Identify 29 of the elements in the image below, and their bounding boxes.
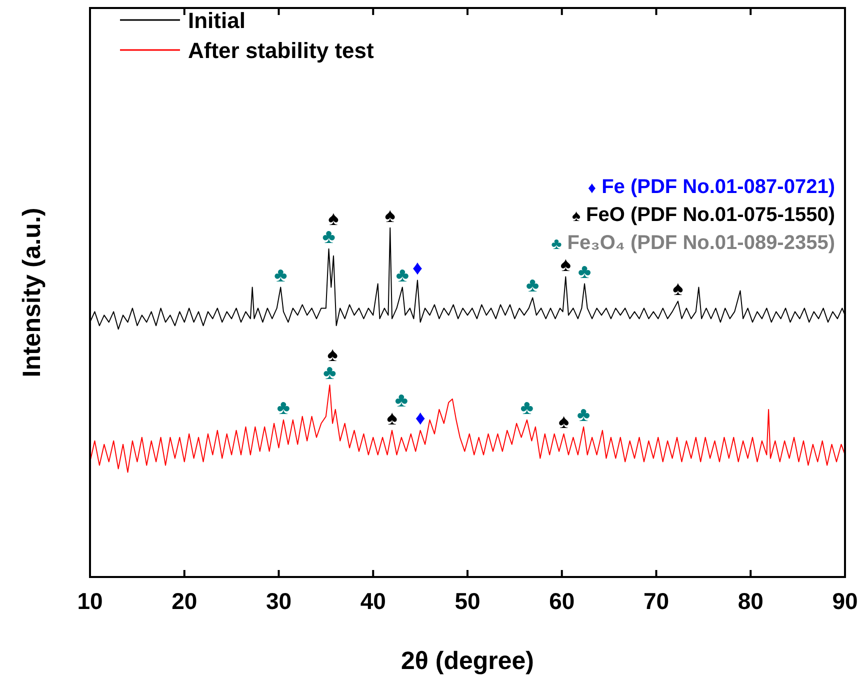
x-tick-label: 50: [454, 588, 480, 614]
annotation: ♦: [415, 407, 426, 430]
annotation: ♣: [396, 264, 409, 286]
legend-label: Initial: [188, 8, 246, 33]
annotation: ♣: [578, 260, 592, 283]
x-tick-label: 10: [77, 588, 103, 614]
x-tick-label: 30: [266, 588, 292, 614]
annotation: ♣: [274, 264, 288, 286]
annotation: ♠: [384, 204, 396, 227]
x-tick-label: 80: [738, 588, 764, 614]
x-tick-label: 70: [643, 588, 670, 614]
annotation: ♣: [520, 396, 534, 419]
text: ♦ Fe (PDF No.01-087-0721): [588, 176, 835, 198]
annotation: ♦: [412, 257, 423, 280]
x-axis-title: 2θ (degree): [401, 647, 534, 675]
annotation: ♠: [560, 254, 572, 276]
annotation: ♣: [276, 396, 290, 419]
y-axis-title: Intensity (a.u.): [18, 208, 46, 378]
annotation: ♣ Fe₃O₄ (PDF No.01-089-2355): [551, 232, 835, 254]
x-tick-label: 20: [172, 588, 198, 614]
legend-label: After stability test: [188, 38, 374, 63]
x-tick-label: 90: [832, 588, 858, 614]
x-tick-label: 40: [360, 588, 386, 614]
annotation: ♠: [672, 278, 684, 300]
x-tick-label: 60: [549, 588, 575, 614]
text: ♠ FeO (PDF No.01-075-1550): [572, 204, 835, 226]
annotation: ♠: [558, 410, 570, 433]
annotation: ♣: [526, 274, 540, 297]
annotation: ♣: [577, 404, 590, 426]
